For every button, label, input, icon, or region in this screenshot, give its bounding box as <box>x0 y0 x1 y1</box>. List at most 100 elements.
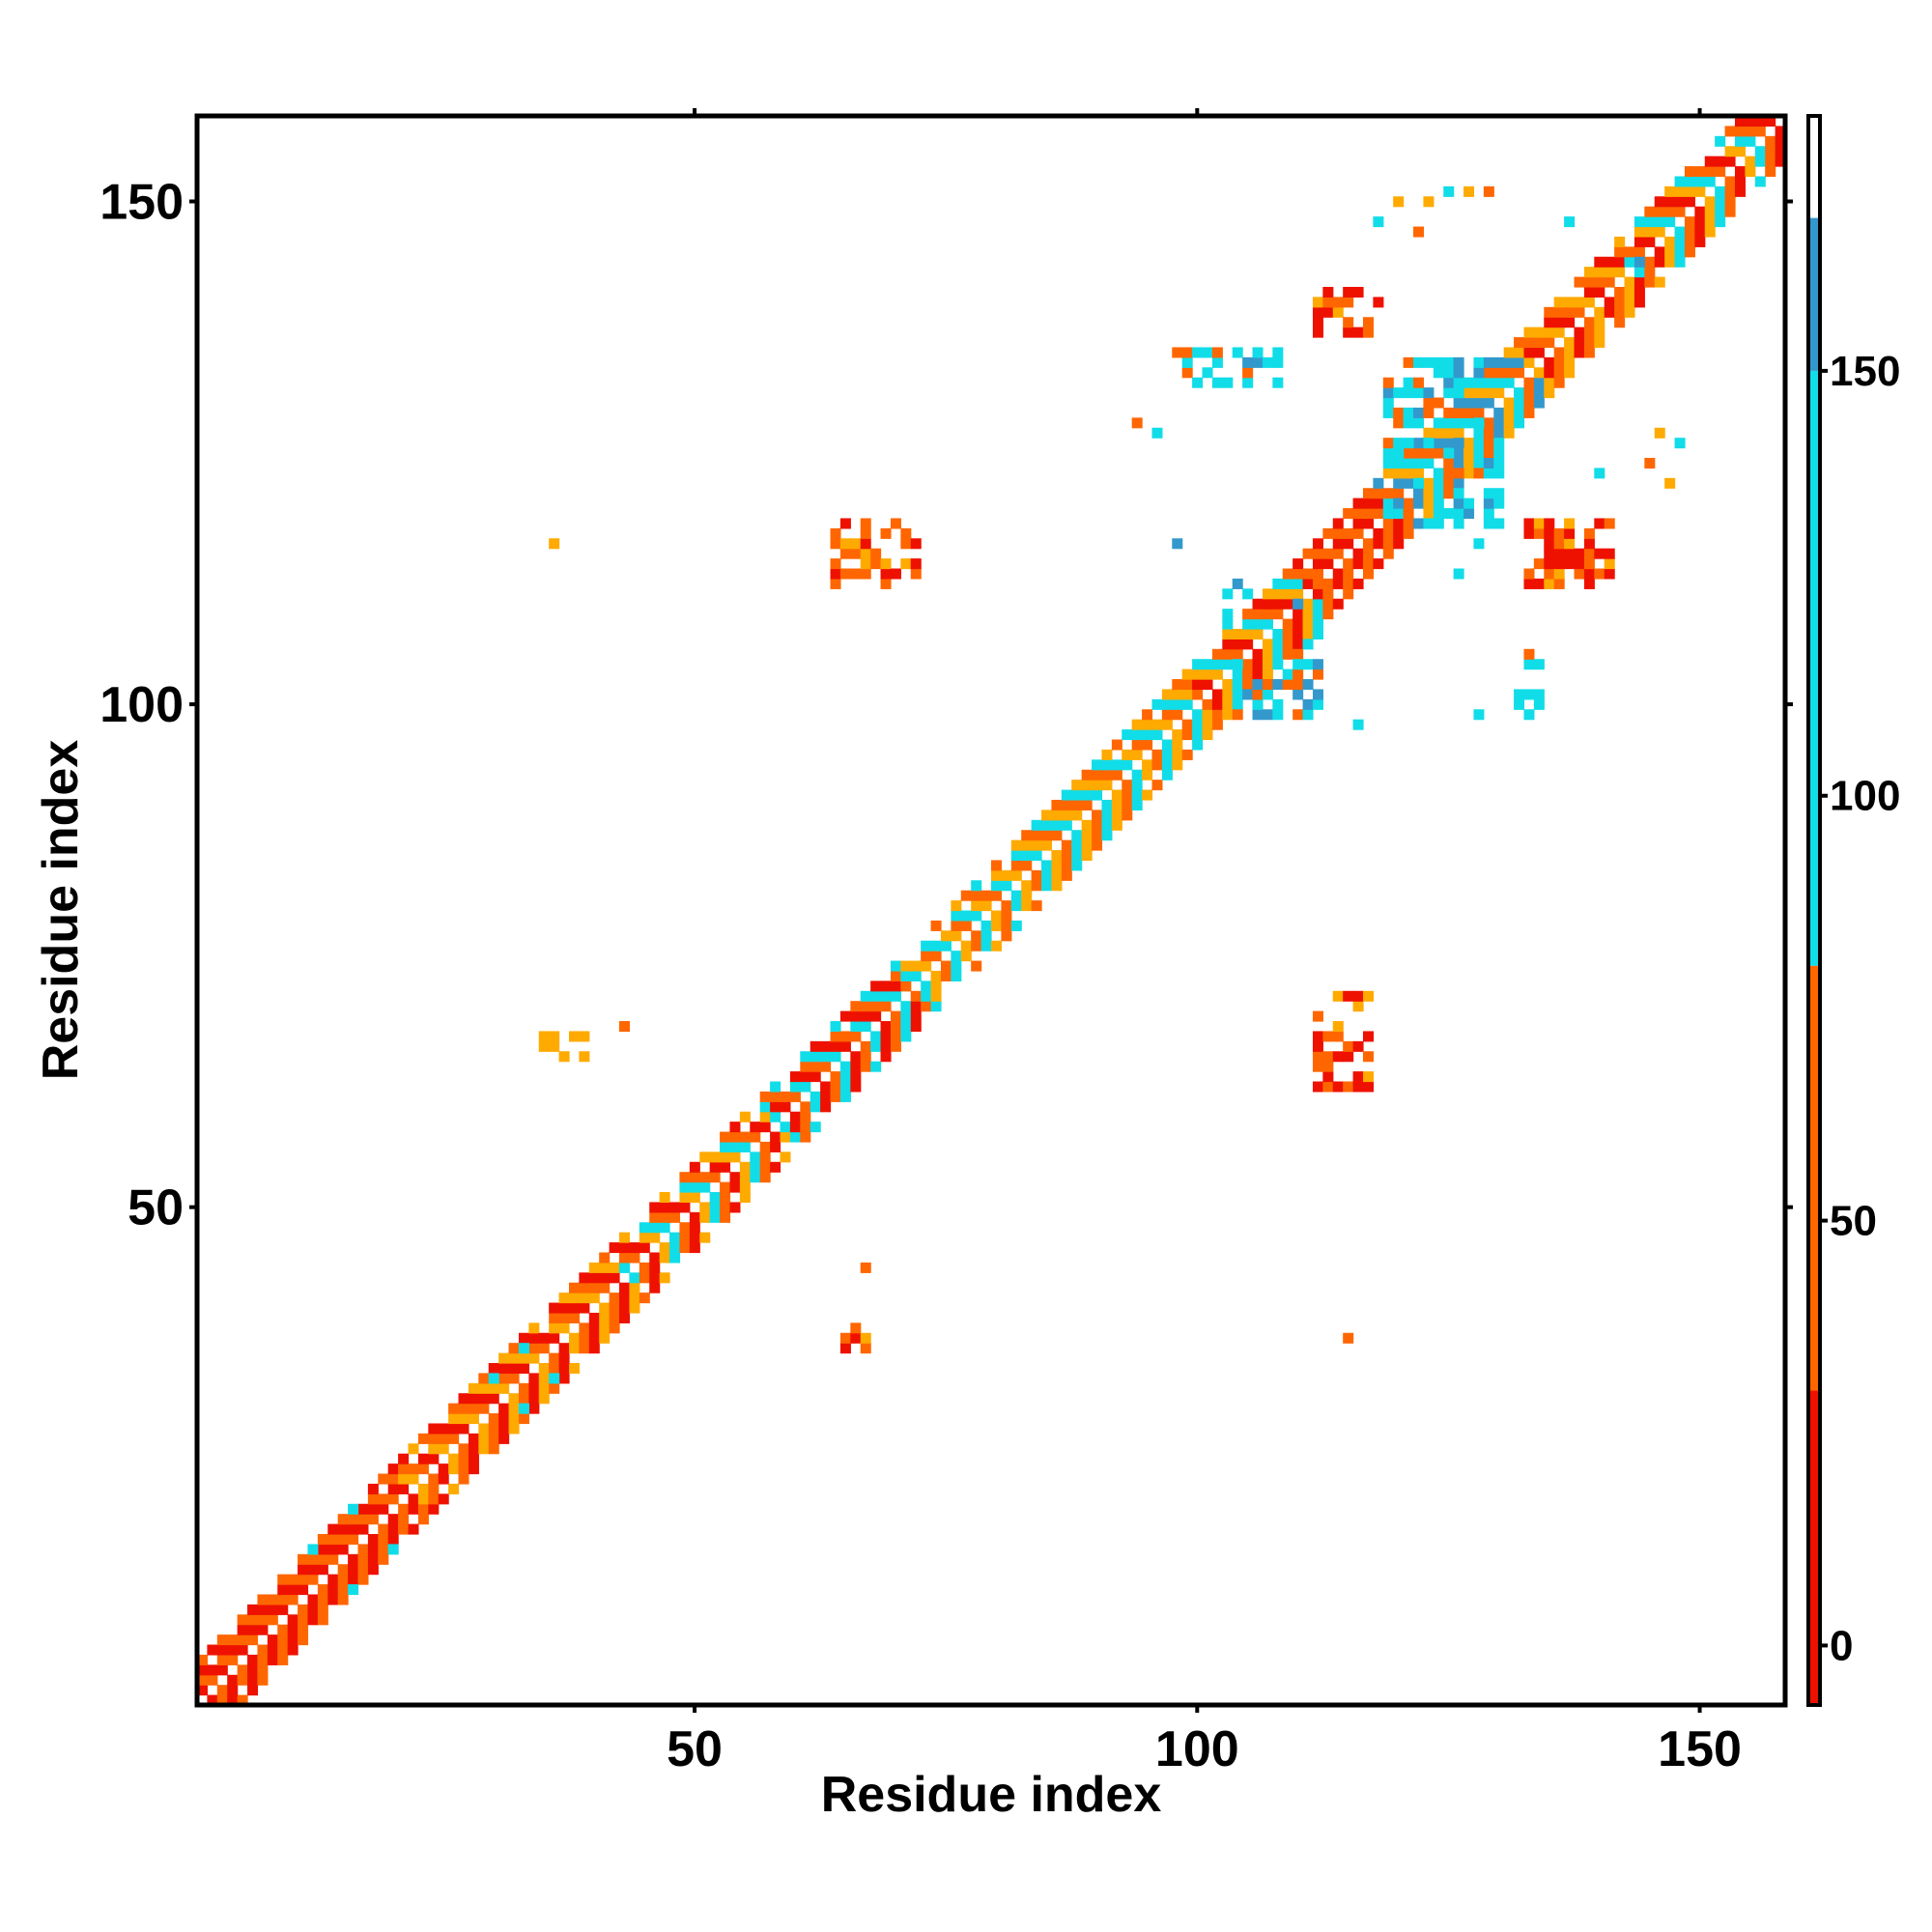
heatmap-cell <box>1433 397 1444 409</box>
heatmap-cell <box>1362 1071 1374 1083</box>
heatmap-cell <box>1382 387 1394 399</box>
heatmap-cell <box>216 1664 228 1676</box>
heatmap-cell <box>1423 488 1435 499</box>
heatmap-cell <box>1413 457 1425 469</box>
heatmap-cell <box>1523 518 1535 529</box>
heatmap-cell <box>1564 347 1576 358</box>
heatmap-cell <box>1393 417 1405 429</box>
heatmap-cell <box>1704 156 1716 167</box>
heatmap-cell <box>1021 900 1033 912</box>
heatmap-cell <box>699 1202 711 1213</box>
heatmap-cell <box>417 1463 429 1475</box>
heatmap-cell <box>508 1352 520 1364</box>
heatmap-cell <box>930 970 942 981</box>
heatmap-cell <box>468 1433 479 1444</box>
heatmap-cell <box>880 527 892 539</box>
heatmap-cell <box>1443 488 1455 499</box>
heatmap-cell <box>1403 518 1414 529</box>
heatmap-cell <box>1211 648 1223 660</box>
heatmap-cell <box>277 1644 289 1656</box>
heatmap-cell <box>1473 377 1485 388</box>
heatmap-cell <box>518 1403 529 1414</box>
heatmap-cell <box>1322 588 1334 600</box>
heatmap-cell <box>1614 317 1626 328</box>
heatmap-cell <box>1252 698 1264 710</box>
heatmap-cell <box>1514 337 1525 349</box>
heatmap-cell <box>378 1534 389 1546</box>
heatmap-cell <box>1754 156 1766 167</box>
heatmap-cell <box>568 1363 580 1375</box>
heatmap-cell <box>1393 527 1405 539</box>
heatmap-cell <box>1202 729 1213 741</box>
heatmap-cell <box>357 1514 369 1525</box>
heatmap-cell <box>810 1091 821 1102</box>
heatmap-cell <box>810 1071 821 1083</box>
heatmap-cell <box>930 1001 942 1012</box>
heatmap-cell <box>1181 668 1193 680</box>
heatmap-cell <box>850 1031 862 1042</box>
heatmap-cell <box>1745 156 1756 167</box>
heatmap-cell <box>1594 327 1605 338</box>
heatmap-cell <box>619 1293 631 1304</box>
heatmap-cell <box>1564 558 1576 570</box>
heatmap-cell <box>1282 679 1293 691</box>
heatmap-cell <box>357 1574 369 1585</box>
heatmap-cell <box>257 1664 269 1676</box>
heatmap-cell <box>1202 347 1213 358</box>
heatmap-cell <box>689 1242 700 1254</box>
heatmap-cell <box>639 1242 650 1254</box>
heatmap-cell <box>1523 377 1535 388</box>
heatmap-cell <box>1423 497 1435 509</box>
heatmap-cell <box>298 1604 309 1615</box>
heatmap-cell <box>1322 297 1334 308</box>
heatmap-cell <box>1071 839 1083 851</box>
heatmap-cell <box>720 1192 731 1204</box>
heatmap-cell <box>1745 166 1756 178</box>
heatmap-cell <box>348 1523 359 1535</box>
heatmap-cell <box>1443 367 1455 379</box>
heatmap-cell <box>1423 438 1435 449</box>
heatmap-cell <box>298 1574 309 1585</box>
heatmap-cell <box>458 1393 469 1405</box>
heatmap-cell <box>558 1312 570 1323</box>
heatmap-cell <box>387 1544 399 1555</box>
heatmap-cell <box>1010 839 1022 851</box>
heatmap-cell <box>1242 356 1254 368</box>
heatmap-cell <box>1654 427 1665 439</box>
heatmap-cell <box>930 980 942 992</box>
heatmap-cell <box>780 1122 791 1133</box>
heatmap-cell <box>1282 568 1293 580</box>
heatmap-cell <box>1483 417 1494 429</box>
heatmap-cell <box>850 538 862 550</box>
heatmap-cell <box>1503 356 1515 368</box>
heatmap-cell <box>337 1594 349 1605</box>
heatmap-cell <box>498 1423 510 1435</box>
heatmap-cell <box>1232 347 1243 358</box>
heatmap-cell <box>488 1413 499 1425</box>
heatmap-cell <box>1382 508 1394 520</box>
heatmap-cell <box>1282 598 1293 610</box>
heatmap-cell <box>1413 417 1425 429</box>
heatmap-cell <box>880 578 892 589</box>
heatmap-cell <box>1252 709 1264 721</box>
heatmap-cell <box>1352 497 1364 509</box>
heatmap-cell <box>568 1282 580 1293</box>
heatmap-cell <box>810 1122 821 1133</box>
heatmap-cell <box>1463 387 1475 399</box>
heatmap-cell <box>1514 417 1525 429</box>
heatmap-cell <box>1252 689 1264 700</box>
heatmap-cell <box>860 1051 871 1063</box>
heatmap-cell <box>1312 1010 1323 1022</box>
heatmap-cell <box>1684 216 1695 228</box>
heatmap-cell <box>1604 306 1615 318</box>
heatmap-cell <box>1594 306 1605 318</box>
heatmap-cell <box>1202 668 1213 680</box>
heatmap-cell <box>1282 668 1293 680</box>
heatmap-cell <box>257 1594 269 1605</box>
heatmap-cell <box>1423 447 1435 459</box>
heatmap-cell <box>508 1413 520 1425</box>
heatmap-cell <box>860 527 871 539</box>
heatmap-cell <box>1111 799 1122 810</box>
heatmap-cell <box>1172 679 1183 691</box>
heatmap-cell <box>488 1443 499 1455</box>
